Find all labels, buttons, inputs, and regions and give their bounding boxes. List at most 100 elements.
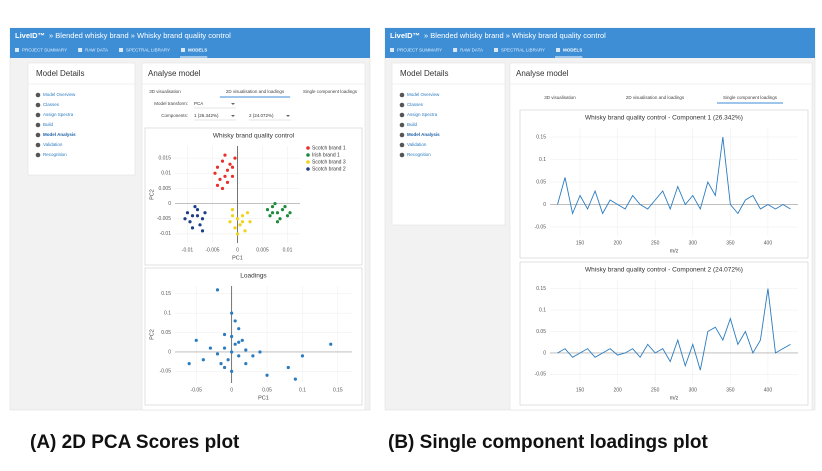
point xyxy=(223,366,226,369)
chart-title: Whisky brand quality control - Component… xyxy=(585,267,743,274)
x-tick-label: 200 xyxy=(613,387,622,393)
point xyxy=(218,178,221,181)
tab[interactable]: 3D visualisation xyxy=(149,89,181,94)
point xyxy=(241,339,244,342)
tab[interactable]: 2D visualisation and loadings xyxy=(626,95,685,100)
sidebar-item[interactable]: Assign Spectra xyxy=(43,112,74,117)
sidebar-title: Model Details xyxy=(400,69,448,78)
nav-item[interactable]: MODELS xyxy=(188,48,207,53)
sidebar-item[interactable]: Classes xyxy=(43,102,60,107)
point xyxy=(216,288,219,291)
point xyxy=(216,166,219,169)
sidebar-item[interactable]: Validation xyxy=(43,142,63,147)
y-axis-label: PC2 xyxy=(149,329,155,340)
point xyxy=(276,211,279,214)
sidebar-item[interactable]: Model Analysis xyxy=(407,132,440,137)
sidebar-item[interactable]: Build xyxy=(43,122,54,127)
point xyxy=(195,339,198,342)
x-axis-label: m/z xyxy=(670,248,679,254)
point xyxy=(294,378,297,381)
point xyxy=(230,350,233,353)
y-tick-label: 0 xyxy=(543,202,546,208)
y-tick-label: 0.05 xyxy=(161,330,171,336)
point xyxy=(268,214,271,217)
y-tick-label: 0.15 xyxy=(536,134,546,140)
point xyxy=(223,153,226,156)
point xyxy=(288,211,291,214)
sidebar-icon xyxy=(400,123,405,128)
sidebar-item[interactable]: Assign Spectra xyxy=(407,112,438,117)
sidebar-item[interactable]: Validation xyxy=(407,142,427,147)
dropdown-value[interactable]: 2 (24.072%) xyxy=(249,113,274,118)
point xyxy=(266,208,269,211)
nav-item[interactable]: PROJECT SUMMARY xyxy=(397,48,442,53)
sidebar-icon xyxy=(36,123,41,128)
point xyxy=(231,208,234,211)
tab[interactable]: 2D visualisation and loadings xyxy=(226,89,285,94)
sidebar-item[interactable]: Model Analysis xyxy=(43,132,76,137)
point xyxy=(226,169,229,172)
tab[interactable]: Single component loadings xyxy=(303,89,358,94)
point xyxy=(202,358,205,361)
nav-item[interactable]: RAW DATA xyxy=(85,48,108,53)
point xyxy=(198,223,201,226)
y-tick-label: 0 xyxy=(168,349,171,355)
sidebar-icon xyxy=(400,143,405,148)
nav-item[interactable]: RAW DATA xyxy=(460,48,483,53)
legend-label: Irish brand 1 xyxy=(312,152,340,158)
point xyxy=(186,211,189,214)
point xyxy=(230,312,233,315)
dropdown-value[interactable]: PCA xyxy=(194,101,203,106)
sidebar-item[interactable]: Build xyxy=(407,122,418,127)
y-tick-label: 0 xyxy=(543,350,546,356)
x-tick-label: 0 xyxy=(236,247,239,253)
nav-icon xyxy=(556,48,560,52)
y-tick-label: 0.1 xyxy=(164,310,171,316)
nav-icon xyxy=(494,48,498,52)
nav-item[interactable]: SPECTRAL LIBRARY xyxy=(126,48,170,53)
sidebar-icon xyxy=(36,93,41,98)
point xyxy=(233,226,236,229)
legend-marker xyxy=(306,160,310,164)
sidebar-icon xyxy=(36,153,41,158)
point xyxy=(213,172,216,175)
dropdown-value[interactable]: 1 (26.342%) xyxy=(194,113,219,118)
sidebar-item[interactable]: Model Overview xyxy=(407,92,440,97)
figure: LiveID™» Blended whisky brand » Whisky b… xyxy=(0,0,822,471)
chart-title: Whisky brand quality control - Component… xyxy=(585,115,743,122)
sidebar xyxy=(28,63,135,175)
tab[interactable]: Single component loadings xyxy=(723,95,778,100)
y-tick-label: 0 xyxy=(168,201,171,207)
sidebar-item[interactable]: Classes xyxy=(407,102,424,107)
x-tick-label: 350 xyxy=(726,240,735,246)
point xyxy=(209,346,212,349)
form-label: Components: xyxy=(161,113,188,118)
sidebar-item[interactable]: Model Overview xyxy=(43,92,76,97)
nav-item[interactable]: MODELS xyxy=(563,48,582,53)
point xyxy=(223,346,226,349)
point xyxy=(237,341,240,344)
x-tick-label: 150 xyxy=(576,387,585,393)
point xyxy=(191,226,194,229)
y-tick-label: -0.05 xyxy=(160,369,172,375)
sidebar-item[interactable]: Recognition xyxy=(407,152,431,157)
x-tick-label: 0.05 xyxy=(262,387,272,393)
legend-marker xyxy=(306,146,310,150)
x-tick-label: 250 xyxy=(651,387,660,393)
point xyxy=(221,187,224,190)
point xyxy=(191,214,194,217)
y-axis-label: PC2 xyxy=(149,189,155,200)
sidebar-item[interactable]: Recognition xyxy=(43,152,67,157)
y-tick-label: 0.1 xyxy=(539,307,546,313)
x-tick-label: 400 xyxy=(764,240,773,246)
point xyxy=(248,220,251,223)
y-tick-label: -0.05 xyxy=(535,372,547,378)
nav-item[interactable]: SPECTRAL LIBRARY xyxy=(501,48,545,53)
point xyxy=(287,366,290,369)
breadcrumb: » Blended whisky brand » Whisky brand qu… xyxy=(49,31,231,40)
tab[interactable]: 3D visualisation xyxy=(544,95,576,100)
nav-item[interactable]: PROJECT SUMMARY xyxy=(22,48,67,53)
point xyxy=(183,217,186,220)
legend-marker xyxy=(306,153,310,157)
point xyxy=(193,205,196,208)
